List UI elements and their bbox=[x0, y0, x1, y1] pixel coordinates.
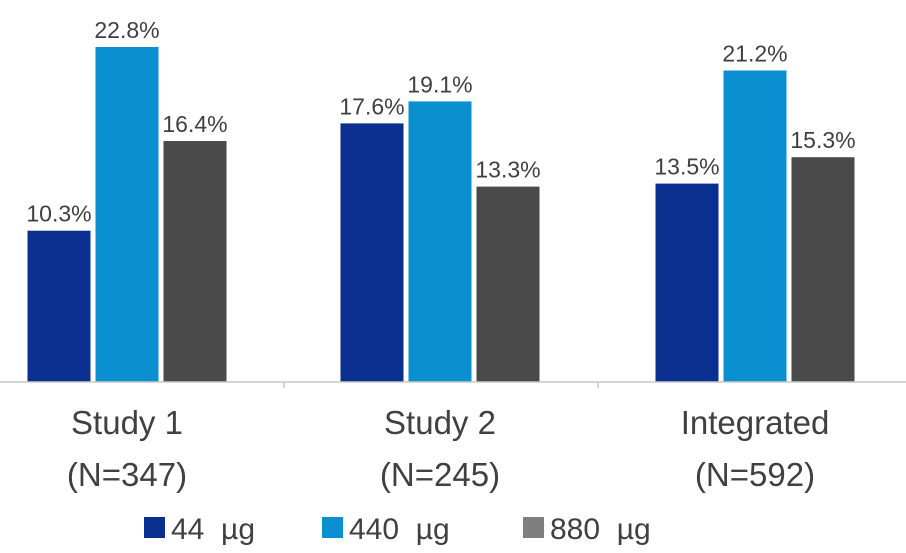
bar-s1-c3 bbox=[655, 183, 719, 382]
bar-s3-c3 bbox=[791, 157, 855, 382]
data-label-s3-c2: 13.3% bbox=[475, 157, 540, 183]
x-axis bbox=[0, 381, 906, 388]
bar-s1-c1 bbox=[27, 230, 91, 382]
data-label-s2-c2: 19.1% bbox=[407, 71, 472, 97]
category-label-3: Integrated bbox=[681, 404, 830, 441]
legend: 44 µg 440 µg 880 µg bbox=[144, 513, 651, 546]
data-label-s1-c3: 13.5% bbox=[654, 154, 719, 180]
category-sublabel-2: (N=245) bbox=[380, 456, 500, 493]
category-sublabel-3: (N=592) bbox=[695, 456, 815, 493]
data-label-s3-c3: 15.3% bbox=[790, 127, 855, 153]
category-labels: Study 1 (N=347) Study 2 (N=245) Integrated (N… bbox=[67, 404, 829, 493]
bar-s2-c1 bbox=[95, 47, 159, 382]
bars-layer: 10.3% 22.8% 16.4% 17.6%19.1% 13.3% 13.5% 21.2%… bbox=[26, 17, 856, 383]
bar-s2-c3 bbox=[723, 70, 787, 382]
data-label-s2-c3: 21.2% bbox=[722, 41, 787, 67]
bar-s1-c2 bbox=[340, 123, 404, 383]
legend-swatch-3 bbox=[523, 517, 544, 538]
bar-s2-c2 bbox=[408, 101, 472, 383]
category-label-2: Study 2 bbox=[384, 404, 496, 441]
legend-label-1: 44 µg bbox=[171, 513, 255, 546]
bar-s3-c2 bbox=[476, 186, 540, 382]
data-label-s1-c1: 10.3% bbox=[26, 201, 91, 227]
legend-swatch-1 bbox=[144, 517, 165, 538]
category-sublabel-1: (N=347) bbox=[67, 456, 187, 493]
bar-s3-c1 bbox=[163, 141, 227, 382]
data-label-s3-c1: 16.4% bbox=[162, 111, 227, 137]
legend-label-2: 440 µg bbox=[349, 513, 450, 546]
data-label-s1-c2: 17.6% bbox=[339, 93, 404, 119]
legend-label-3: 880 µg bbox=[550, 513, 651, 546]
legend-swatch-2 bbox=[322, 517, 343, 538]
category-label-1: Study 1 bbox=[71, 404, 183, 441]
data-label-s2-c1: 22.8% bbox=[94, 17, 159, 43]
